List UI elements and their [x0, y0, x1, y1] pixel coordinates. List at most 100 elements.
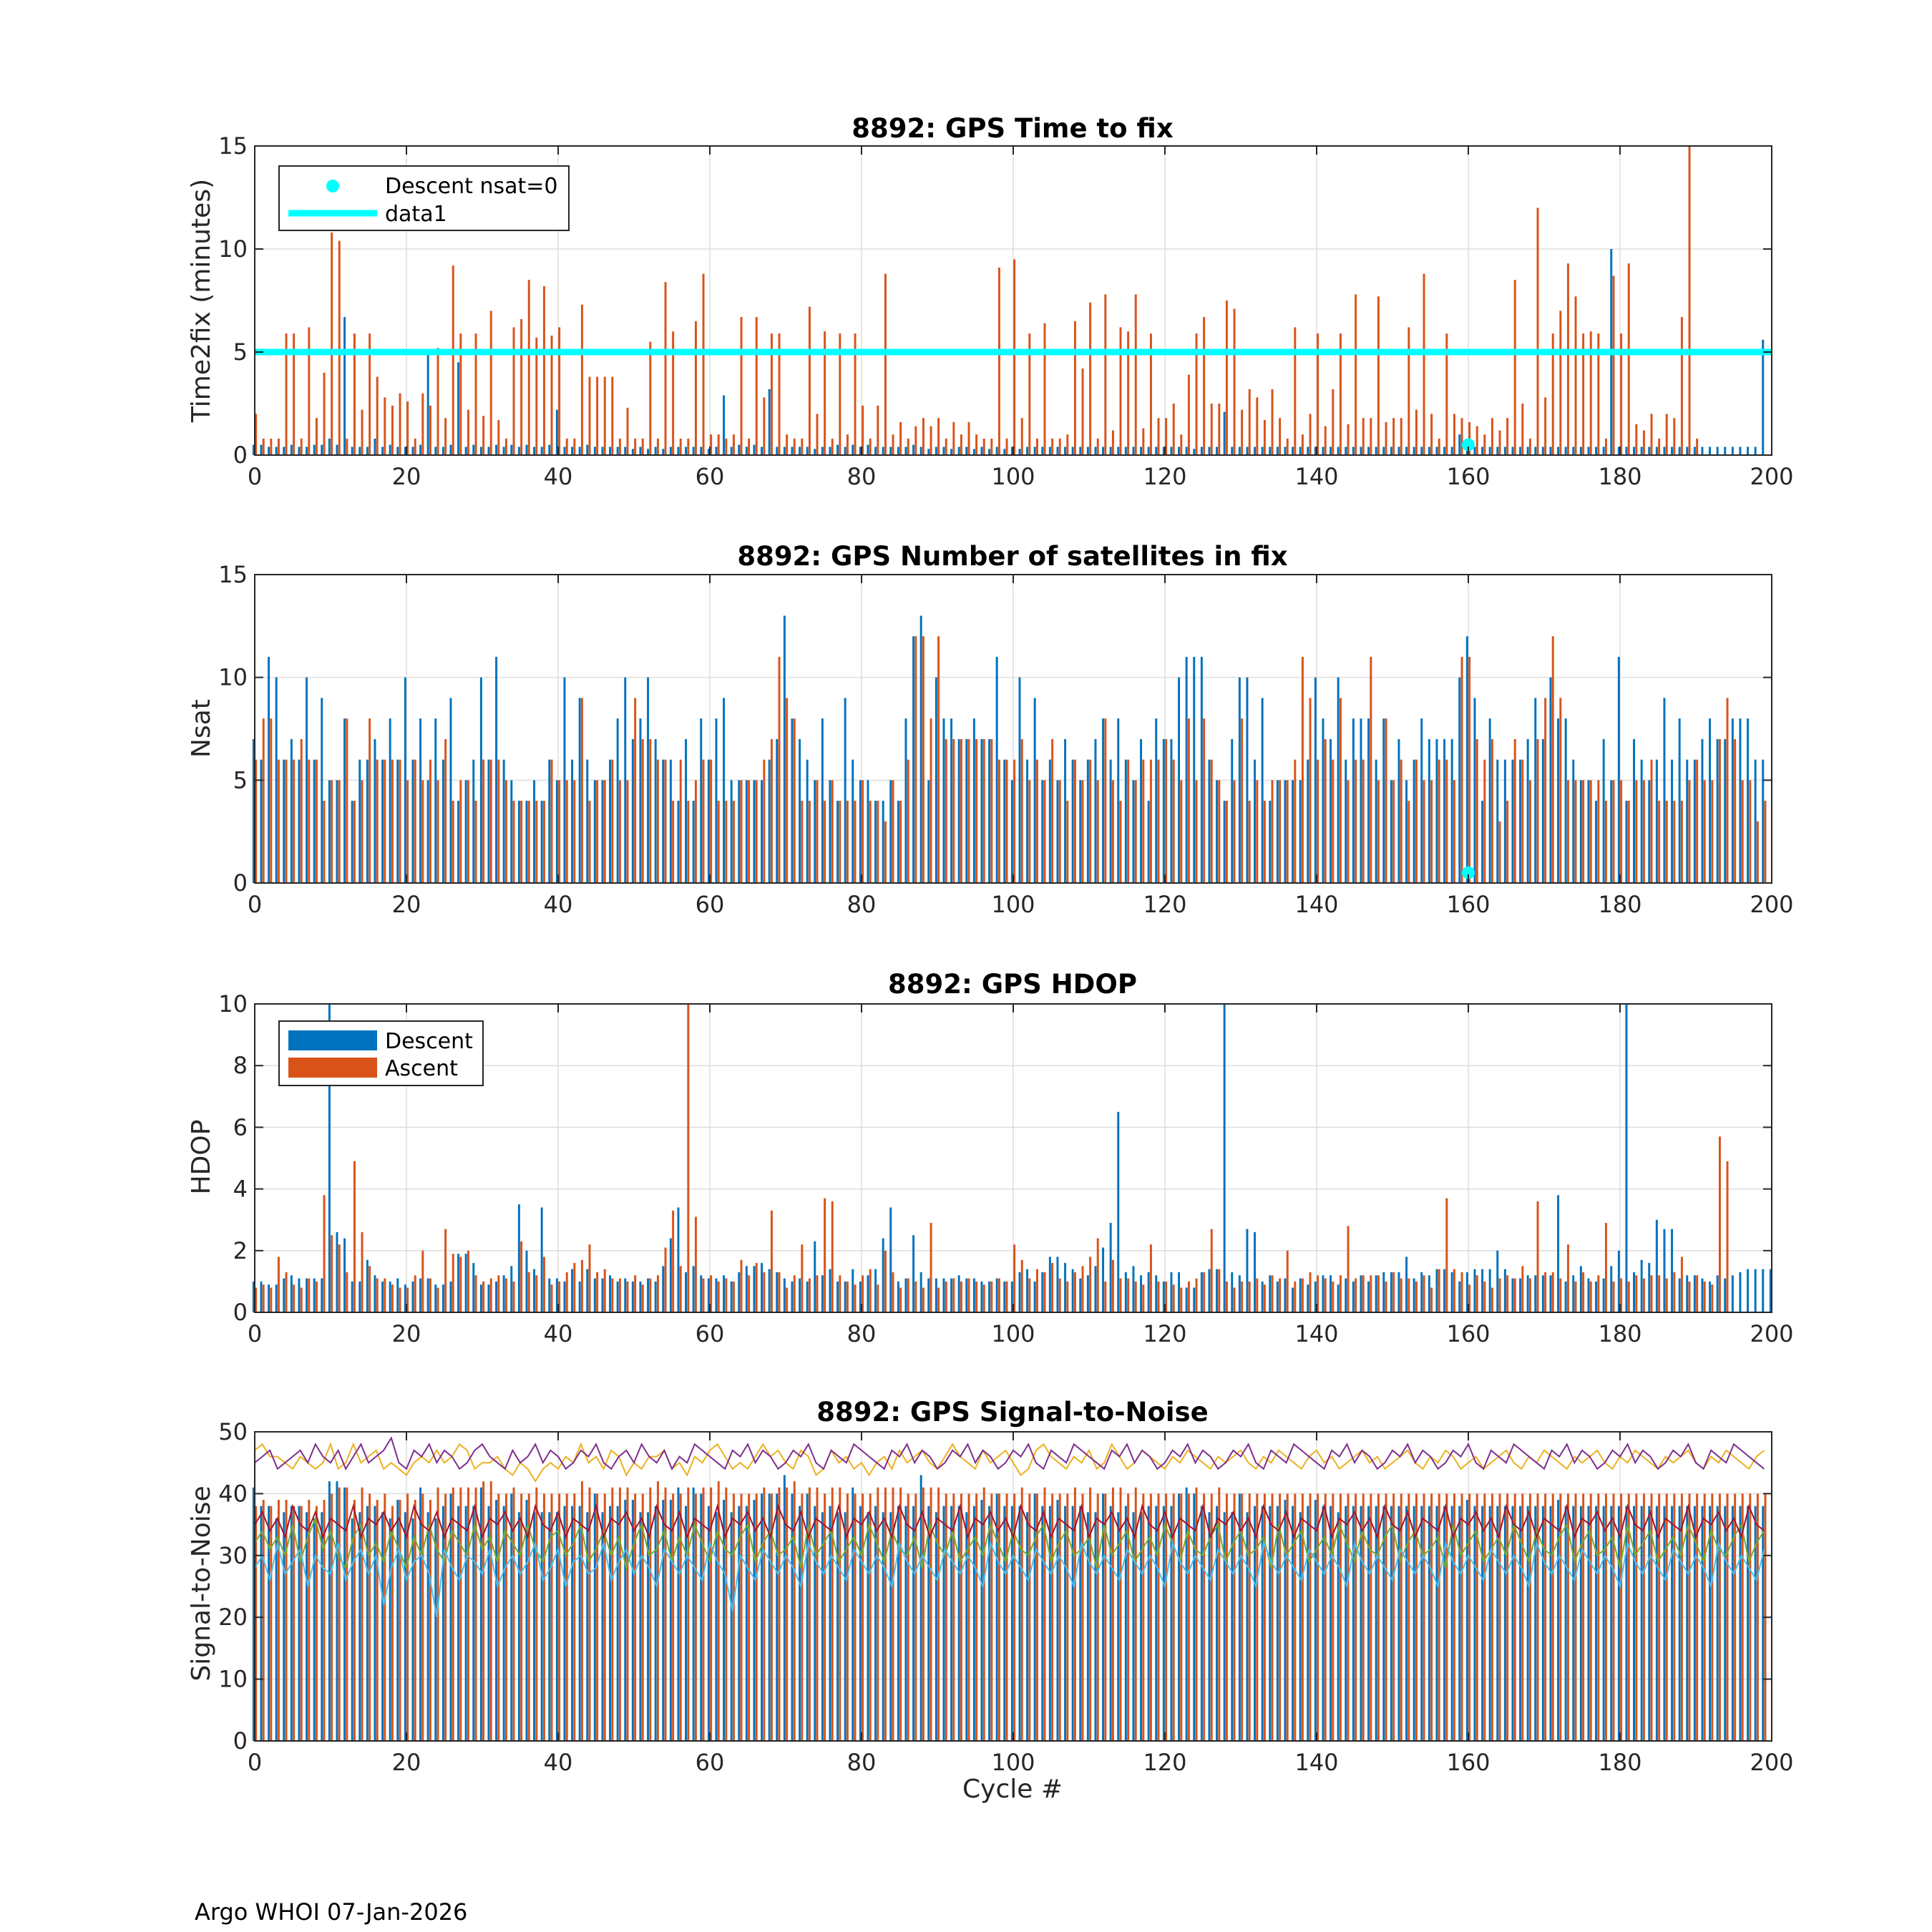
- bar-ascent: [664, 282, 667, 455]
- bar-descent: [1671, 447, 1674, 455]
- bar-ascent: [535, 1275, 538, 1312]
- bar-ascent: [846, 801, 849, 883]
- bar-ascent: [1521, 404, 1524, 455]
- bar-descent: [1071, 759, 1074, 883]
- bar-ascent: [1604, 801, 1607, 883]
- bar-descent: [1284, 447, 1287, 455]
- bar-descent: [1640, 447, 1643, 455]
- bar-ascent: [1005, 438, 1008, 455]
- bar-ascent: [1058, 780, 1061, 883]
- bar-ascent: [937, 418, 940, 455]
- bar-descent: [1033, 1281, 1036, 1312]
- bar-ascent: [1407, 801, 1410, 883]
- bar-descent: [942, 718, 945, 883]
- bar-ascent: [1294, 327, 1297, 455]
- bar-ascent: [1119, 1487, 1122, 1741]
- bar-descent: [555, 1278, 558, 1312]
- bar-ascent: [1043, 1272, 1046, 1312]
- bar-ascent: [892, 434, 894, 455]
- bar-ascent: [542, 1257, 545, 1312]
- bar-ascent: [975, 738, 978, 883]
- bar-descent: [351, 447, 353, 455]
- x-tick-label: 80: [847, 1320, 877, 1347]
- bar-ascent: [1498, 1278, 1501, 1312]
- bar-descent: [479, 1284, 482, 1312]
- bar-ascent: [1051, 738, 1054, 883]
- bar-descent: [1633, 1506, 1636, 1741]
- bar-descent: [1541, 738, 1544, 883]
- bar-descent: [1625, 801, 1628, 883]
- bar-descent: [1010, 1506, 1013, 1741]
- bar-ascent: [801, 438, 804, 455]
- bar-ascent: [679, 1266, 682, 1312]
- bar-descent: [1071, 1506, 1074, 1741]
- bar-ascent: [1491, 738, 1493, 883]
- bar-ascent: [474, 333, 477, 455]
- bar-ascent: [892, 780, 894, 883]
- bar-descent: [1762, 1269, 1765, 1312]
- bar-ascent: [1309, 1272, 1312, 1312]
- bar-ascent: [467, 1487, 469, 1741]
- bar-ascent: [353, 801, 356, 883]
- bar-ascent: [914, 426, 917, 455]
- bar-descent: [1465, 1500, 1468, 1741]
- bar-ascent: [907, 759, 909, 883]
- bar-ascent: [899, 801, 902, 883]
- bar-ascent: [1233, 1493, 1236, 1741]
- bar-ascent: [1119, 1278, 1122, 1312]
- bar-descent: [1124, 759, 1127, 883]
- bar-ascent: [467, 780, 469, 883]
- bar-ascent: [1445, 759, 1448, 883]
- bar-ascent: [1241, 1281, 1244, 1312]
- bar-descent: [1610, 1506, 1613, 1741]
- bar-descent: [411, 759, 414, 883]
- bar-descent: [662, 1500, 665, 1741]
- bar-ascent: [1362, 1493, 1365, 1741]
- bar-descent: [609, 759, 612, 883]
- bar-descent: [298, 1506, 301, 1741]
- bar-descent: [502, 1275, 505, 1312]
- bar-ascent: [672, 1210, 675, 1312]
- bar-descent: [1397, 1506, 1400, 1741]
- bar-ascent: [1005, 1281, 1008, 1312]
- bar-ascent: [482, 1481, 485, 1741]
- bar-descent: [1109, 759, 1112, 883]
- bar-ascent: [801, 1493, 804, 1741]
- bar-ascent: [975, 1493, 978, 1741]
- bar-ascent: [1271, 780, 1274, 883]
- bar-ascent: [277, 759, 280, 883]
- bar-descent: [290, 1275, 293, 1312]
- bar-descent: [495, 444, 498, 455]
- bar-ascent: [770, 1210, 773, 1312]
- bar-descent: [290, 738, 293, 883]
- bar-ascent: [1339, 1493, 1342, 1741]
- bar-ascent: [1286, 1493, 1289, 1741]
- bar-descent: [1625, 1506, 1628, 1741]
- bar-ascent: [1157, 1493, 1160, 1741]
- bar-ascent: [1597, 780, 1600, 883]
- bar-descent: [1579, 1266, 1582, 1312]
- bar-ascent: [1445, 1493, 1448, 1741]
- bar-descent: [852, 444, 854, 455]
- bar-ascent: [1301, 434, 1304, 455]
- bar-descent: [1450, 1506, 1453, 1741]
- chart-title: 8892: GPS HDOP: [888, 969, 1137, 1000]
- bar-ascent: [1165, 1281, 1168, 1312]
- bar-descent: [472, 1263, 475, 1312]
- bar-ascent: [1210, 1229, 1213, 1312]
- bar-ascent: [1218, 1269, 1221, 1312]
- bar-ascent: [641, 738, 644, 883]
- bar-descent: [1132, 1512, 1135, 1741]
- bar-descent: [1595, 1281, 1598, 1312]
- bar-descent: [1595, 1506, 1598, 1741]
- bar-descent: [1216, 1506, 1219, 1741]
- bar-descent: [495, 656, 498, 883]
- bar-descent: [806, 1493, 809, 1741]
- bar-descent: [1724, 1506, 1727, 1741]
- bar-ascent: [588, 1487, 591, 1741]
- x-tick-label: 20: [392, 1749, 421, 1776]
- bar-ascent: [588, 1244, 591, 1312]
- bar-descent: [639, 1281, 642, 1312]
- bar-descent: [616, 1506, 619, 1741]
- bar-descent: [988, 1506, 991, 1741]
